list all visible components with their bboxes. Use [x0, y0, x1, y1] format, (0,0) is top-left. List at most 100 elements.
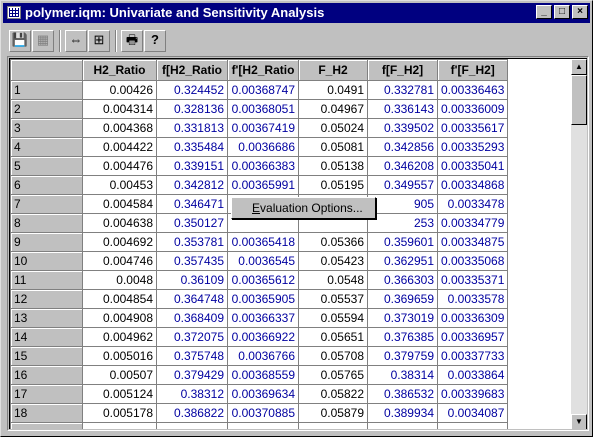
table-cell[interactable]: 0.005016 [82, 346, 157, 366]
data-grid[interactable]: H2_Ratio f[H2_Ratio f'[H2_Ratio F_H2 f[F_H2]… [9, 58, 587, 429]
table-cell[interactable]: 0.364748 [156, 289, 228, 309]
table-cell[interactable]: 0.05024 [298, 118, 368, 138]
minimize-button[interactable]: _ [536, 5, 552, 19]
table-cell[interactable]: 0.05765 [298, 365, 368, 385]
scroll-up-button[interactable]: ▲ [571, 59, 587, 75]
table-cell[interactable]: 0.05708 [298, 346, 368, 366]
table-cell[interactable]: 0.004638 [82, 213, 157, 233]
table-cell[interactable]: 0.386822 [156, 403, 228, 423]
row-header[interactable]: 13 [10, 308, 83, 328]
column-header[interactable]: F_H2 [298, 59, 368, 81]
table-cell[interactable]: 0.05537 [298, 289, 368, 309]
table-cell[interactable]: 0.342856 [367, 137, 438, 157]
table-cell[interactable]: 0.00336463 [436, 80, 509, 100]
table-cell[interactable]: 0.004854 [82, 289, 157, 309]
table-cell[interactable]: 0.00337733 [436, 346, 509, 366]
table-cell[interactable]: 0.05423 [298, 251, 368, 271]
table-cell[interactable]: 0.00368559 [227, 365, 299, 385]
row-header[interactable]: 3 [10, 118, 83, 138]
table-button[interactable]: ▦ [32, 30, 54, 52]
table-cell[interactable]: 0.0036766 [227, 346, 299, 366]
table-cell[interactable]: 0.349557 [367, 175, 438, 195]
scroll-down-button[interactable]: ▼ [571, 414, 587, 429]
row-header[interactable]: 18 [10, 403, 83, 423]
table-cell[interactable]: 0.336143 [367, 99, 438, 119]
table-cell[interactable]: 0.00336957 [436, 327, 509, 347]
column-header[interactable]: f[H2_Ratio [156, 59, 228, 81]
row-header[interactable]: 14 [10, 327, 83, 347]
table-cell[interactable]: 0.369659 [367, 289, 438, 309]
table-cell[interactable]: 0.00507 [82, 365, 157, 385]
table-cell[interactable]: 0.00339683 [436, 384, 509, 404]
table-cell[interactable]: 0.00366383 [227, 156, 299, 176]
table-cell[interactable]: 0.00365905 [227, 289, 299, 309]
fit-columns-button[interactable]: ⇔ [65, 30, 87, 52]
save-button[interactable]: 💾 [9, 30, 31, 52]
row-header[interactable]: 4 [10, 137, 83, 157]
row-header[interactable]: 5 [10, 156, 83, 176]
table-cell[interactable]: 0.00426 [82, 80, 157, 100]
title-bar[interactable]: polymer.iqm: Univariate and Sensitivity … [3, 3, 590, 23]
row-header[interactable]: 6 [10, 175, 83, 195]
table-cell[interactable]: 0.0033578 [436, 289, 509, 309]
table-cell[interactable]: 0.332781 [367, 80, 438, 100]
table-cell[interactable]: 0.00335371 [436, 270, 509, 290]
table-cell[interactable]: 0.0036686 [227, 137, 299, 157]
table-cell[interactable]: 0.0034087 [436, 403, 509, 423]
table-cell[interactable]: 0.379759 [367, 346, 438, 366]
table-cell[interactable]: 0.346471 [156, 194, 228, 214]
table-cell[interactable]: 0.335484 [156, 137, 228, 157]
table-cell[interactable]: 0.353781 [156, 232, 228, 252]
table-cell[interactable]: 0.376385 [367, 327, 438, 347]
table-cell[interactable]: 0.05081 [298, 137, 368, 157]
table-cell[interactable]: 253 [367, 213, 438, 233]
table-row[interactable]: 11 0.0048 0.36109 0.00365612 0.0548 0.366303 0… [10, 270, 574, 290]
row-header[interactable]: 7 [10, 194, 83, 214]
table-cell[interactable]: 0.004692 [82, 232, 157, 252]
table-cell[interactable]: 0.00335293 [436, 137, 509, 157]
table-cell[interactable]: 0.004368 [82, 118, 157, 138]
table-row[interactable]: 16 0.00507 0.379429 0.00368559 0.05765 0.3831… [10, 365, 574, 385]
table-row[interactable]: 5 0.004476 0.339151 0.00366383 0.05138 0.3462… [10, 156, 574, 176]
table-cell[interactable]: 0.00336009 [436, 99, 509, 119]
table-cell[interactable]: 0.339151 [156, 156, 228, 176]
table-cell[interactable]: 0.05822 [298, 384, 368, 404]
table-cell[interactable]: 0.389934 [367, 403, 438, 423]
row-header[interactable]: 11 [10, 270, 83, 290]
table-cell[interactable]: 0.324452 [156, 80, 228, 100]
table-row[interactable]: 9 0.004692 0.353781 0.00365418 0.05366 0.3596… [10, 232, 574, 252]
table-cell[interactable]: 0.00366922 [227, 327, 299, 347]
table-cell[interactable]: 0.386532 [367, 384, 438, 404]
table-cell[interactable]: 0.004476 [82, 156, 157, 176]
table-row[interactable]: 1 0.00426 0.324452 0.00368747 0.0491 0.332781… [10, 80, 574, 100]
table-cell[interactable]: 0.0033478 [436, 194, 509, 214]
table-cell[interactable]: 0.00367419 [227, 118, 299, 138]
table-cell[interactable]: 0.00368051 [227, 99, 299, 119]
table-cell[interactable]: 0.00366337 [227, 308, 299, 328]
maximize-button[interactable]: □ [554, 5, 570, 19]
row-header[interactable]: 16 [10, 365, 83, 385]
table-cell[interactable]: 0.339502 [367, 118, 438, 138]
row-header[interactable]: 9 [10, 232, 83, 252]
column-header[interactable]: f[F_H2] [367, 59, 438, 81]
table-cell[interactable]: 0.0491 [298, 80, 368, 100]
table-cell[interactable]: 0.331813 [156, 118, 228, 138]
row-header[interactable]: 1 [10, 80, 83, 100]
table-cell[interactable]: 0.04967 [298, 99, 368, 119]
row-header[interactable]: 17 [10, 384, 83, 404]
table-cell[interactable]: 0.0048 [82, 270, 157, 290]
table-cell[interactable]: 0.36109 [156, 270, 228, 290]
table-row[interactable]: 15 0.005016 0.375748 0.0036766 0.05708 0.3797… [10, 346, 574, 366]
table-cell[interactable]: 905 [367, 194, 438, 214]
table-cell[interactable]: 0.366303 [367, 270, 438, 290]
table-cell[interactable]: 0.359601 [367, 232, 438, 252]
corner-cell[interactable] [10, 59, 83, 81]
help-button[interactable]: ? [144, 30, 166, 52]
table-row[interactable]: 3 0.004368 0.331813 0.00367419 0.05024 0.3395… [10, 118, 574, 138]
row-header[interactable]: 12 [10, 289, 83, 309]
table-cell[interactable]: 0.004584 [82, 194, 157, 214]
table-cell[interactable]: 0.00369634 [227, 384, 299, 404]
fit-window-button[interactable]: ⊞ [88, 30, 110, 52]
table-row[interactable]: 10 0.004746 0.357435 0.0036545 0.05423 0.3629… [10, 251, 574, 271]
table-row[interactable]: 14 0.004962 0.372075 0.00366922 0.05651 0.376… [10, 327, 574, 347]
